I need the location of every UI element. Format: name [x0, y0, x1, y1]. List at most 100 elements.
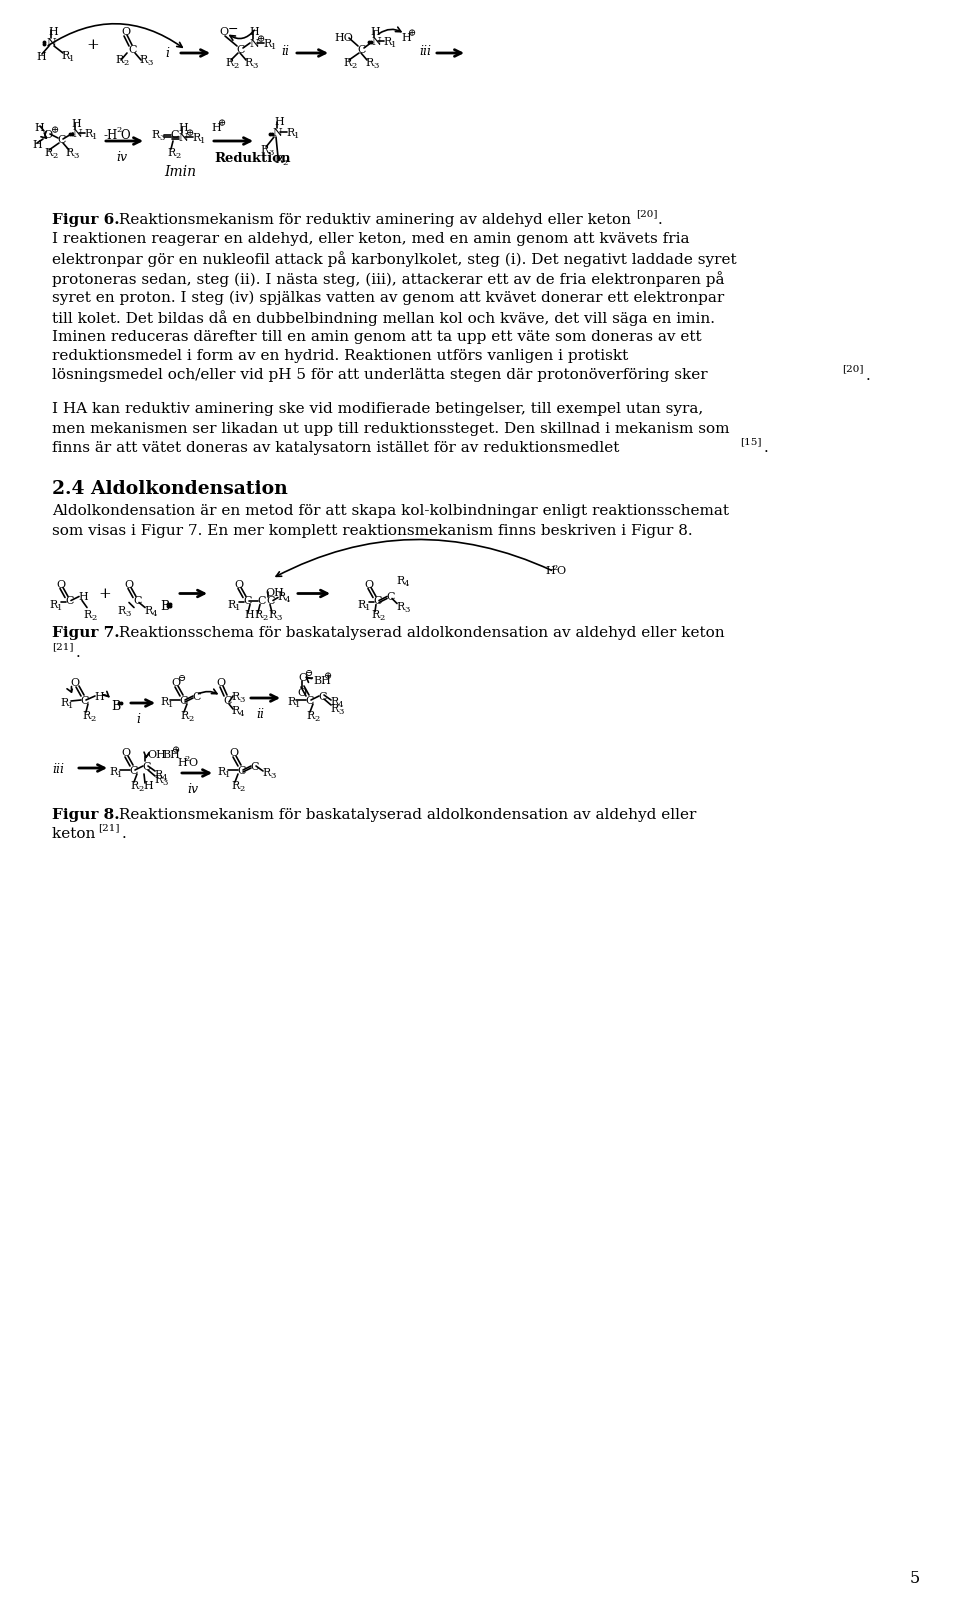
Text: H: H: [274, 117, 284, 127]
Text: R: R: [260, 144, 268, 156]
Text: R: R: [287, 698, 296, 707]
Text: [20]: [20]: [636, 209, 658, 218]
Text: I HA kan reduktiv aminering ske vid modifierade betingelser, till exempel utan s: I HA kan reduktiv aminering ske vid modi…: [52, 403, 704, 415]
Text: [21]: [21]: [98, 823, 119, 832]
Text: H: H: [401, 34, 411, 43]
Text: R: R: [61, 51, 69, 61]
Text: ii: ii: [256, 707, 264, 722]
Text: R: R: [144, 605, 153, 616]
Text: N: N: [249, 38, 259, 50]
Text: C: C: [357, 45, 366, 55]
Text: R: R: [49, 600, 58, 610]
Text: 1: 1: [235, 603, 240, 611]
Text: 1: 1: [271, 43, 276, 51]
Text: H: H: [249, 27, 259, 37]
Text: N: N: [72, 128, 82, 140]
Text: R: R: [274, 156, 282, 165]
Text: ⊕: ⊕: [186, 128, 194, 138]
Text: H: H: [78, 592, 87, 603]
Text: C: C: [192, 691, 201, 703]
Text: O: O: [121, 27, 131, 37]
Text: C: C: [257, 597, 266, 606]
Text: H: H: [244, 611, 253, 621]
Text: O: O: [219, 27, 228, 37]
Text: men mekanismen ser likadan ut upp till reduktionssteget. Den skillnad i mekanism: men mekanismen ser likadan ut upp till r…: [52, 422, 730, 436]
Text: 1: 1: [365, 603, 371, 611]
Text: C: C: [65, 597, 74, 606]
Text: 1: 1: [92, 133, 97, 141]
Text: Reaktionsschema för baskatalyserad aldolkondensation av aldehyd eller keton: Reaktionsschema för baskatalyserad aldol…: [114, 627, 725, 640]
Text: 1: 1: [168, 701, 174, 709]
Text: O: O: [120, 128, 130, 143]
Text: 1: 1: [200, 136, 205, 144]
Text: ⊖: ⊖: [305, 669, 313, 678]
Text: O: O: [364, 579, 373, 590]
Text: 2: 2: [239, 784, 244, 792]
Text: 2: 2: [351, 63, 356, 71]
Text: 2: 2: [184, 755, 189, 764]
Text: H: H: [48, 27, 58, 37]
Text: R: R: [44, 148, 52, 159]
Text: R: R: [65, 148, 73, 159]
Text: 1: 1: [69, 55, 74, 63]
Text: R: R: [151, 130, 159, 140]
Text: O: O: [171, 678, 180, 688]
Text: Reaktionsmekanism för baskatalyserad aldolkondensation av aldehyd eller: Reaktionsmekanism för baskatalyserad ald…: [114, 808, 696, 821]
Text: 2: 2: [52, 152, 58, 160]
Text: R: R: [306, 711, 314, 722]
Text: R: R: [154, 770, 162, 780]
Text: R: R: [167, 148, 176, 159]
Text: iv: iv: [116, 151, 127, 164]
Text: reduktionsmedel i form av en hydrid. Reaktionen utförs vanligen i protiskt: reduktionsmedel i form av en hydrid. Rea…: [52, 350, 628, 363]
Text: iii: iii: [52, 764, 64, 776]
Text: O: O: [70, 678, 79, 688]
Text: H: H: [545, 566, 555, 576]
Text: C: C: [237, 767, 246, 776]
Text: 3: 3: [270, 772, 276, 780]
Text: -H: -H: [103, 128, 117, 143]
Text: 3: 3: [73, 152, 79, 160]
Text: O: O: [56, 579, 65, 590]
Text: 3: 3: [125, 610, 131, 618]
Text: C: C: [170, 130, 179, 140]
Text: R: R: [82, 711, 90, 722]
Text: ⊕: ⊕: [51, 127, 60, 135]
Text: R: R: [227, 600, 235, 610]
Text: 3: 3: [373, 63, 378, 71]
Text: C: C: [133, 597, 141, 606]
Text: R: R: [254, 611, 262, 621]
Text: C: C: [236, 45, 245, 55]
Text: Reduktion: Reduktion: [214, 152, 291, 165]
Text: elektronpar gör en nukleofil attack på karbonylkolet, steg (i). Det negativt lad: elektronpar gör en nukleofil attack på k…: [52, 252, 736, 268]
Text: Iminen reduceras därefter till en amin genom att ta upp ett väte som doneras av : Iminen reduceras därefter till en amin g…: [52, 329, 702, 343]
Text: C: C: [128, 45, 136, 55]
Text: keton: keton: [52, 828, 100, 842]
Text: 2: 2: [233, 63, 238, 71]
Text: 4: 4: [152, 610, 157, 618]
Text: 2: 2: [314, 715, 320, 723]
Text: finns är att vätet doneras av katalysatorn istället för av reduktionsmedlet: finns är att vätet doneras av katalysato…: [52, 441, 624, 456]
Text: B: B: [111, 699, 120, 714]
Text: H: H: [71, 119, 81, 128]
Text: +: +: [86, 38, 100, 51]
Text: 3: 3: [162, 780, 167, 788]
Text: R: R: [130, 781, 138, 791]
Text: O: O: [121, 747, 131, 759]
Text: R: R: [357, 600, 365, 610]
Text: R: R: [383, 37, 392, 47]
Text: R: R: [117, 605, 125, 616]
Text: ⊕: ⊕: [218, 119, 227, 128]
Text: R: R: [330, 704, 338, 714]
Text: R: R: [231, 706, 239, 715]
Text: O: O: [234, 579, 243, 590]
Text: R: R: [277, 592, 285, 603]
Text: R: R: [139, 55, 147, 66]
Text: 2: 2: [123, 59, 129, 67]
Text: Figur 6.: Figur 6.: [52, 213, 120, 228]
Text: R: R: [262, 768, 271, 778]
Text: Imin: Imin: [164, 165, 196, 180]
Text: HO: HO: [334, 34, 353, 43]
Text: R: R: [154, 775, 162, 784]
Text: ⊕: ⊕: [172, 746, 180, 755]
Text: R: R: [244, 58, 252, 67]
